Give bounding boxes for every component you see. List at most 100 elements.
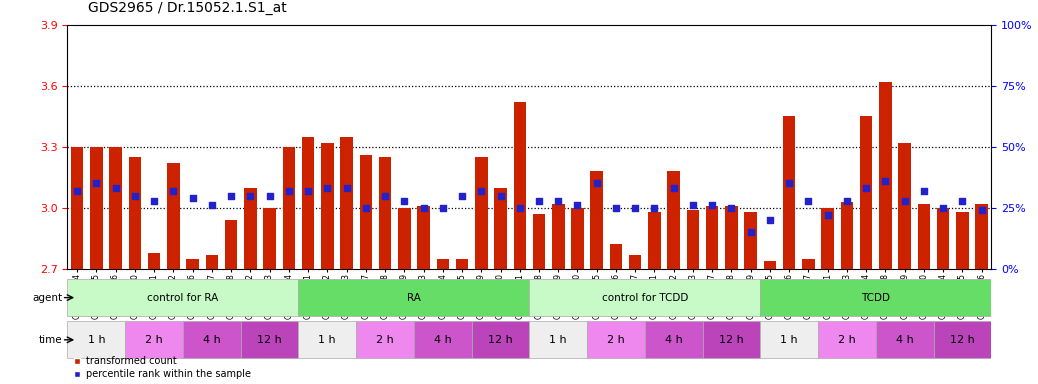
Bar (321, 143, 333, 269)
Bar (687, 210, 700, 269)
Text: agent: agent (32, 293, 62, 303)
Point (145, 197, 162, 204)
Bar (783, 116, 795, 269)
Bar (667, 171, 680, 269)
Point (242, 193, 258, 199)
Bar (588, 321, 645, 358)
Point (300, 188, 317, 194)
Text: 4 h: 4 h (434, 335, 452, 345)
Point (742, 229, 759, 235)
Point (338, 185, 355, 191)
Bar (475, 157, 488, 269)
Bar (126, 321, 183, 358)
Bar (90, 147, 103, 269)
Bar (494, 187, 507, 269)
Point (781, 180, 797, 187)
Bar (645, 321, 703, 358)
Bar (183, 321, 241, 358)
Bar (340, 137, 353, 269)
Bar (744, 212, 757, 269)
Bar (821, 208, 834, 269)
Point (607, 205, 624, 211)
Point (530, 197, 547, 204)
Bar (417, 206, 430, 269)
Bar (629, 255, 641, 269)
Point (589, 180, 605, 187)
Point (473, 188, 490, 194)
Bar (282, 147, 295, 269)
Point (954, 197, 971, 204)
Point (857, 185, 874, 191)
Bar (167, 163, 180, 269)
Bar (532, 214, 545, 269)
Text: 1 h: 1 h (87, 335, 105, 345)
Bar (591, 171, 603, 269)
Point (435, 205, 452, 211)
Text: 12 h: 12 h (950, 335, 975, 345)
Bar (456, 259, 468, 269)
Bar (109, 147, 121, 269)
Bar (147, 253, 160, 269)
Point (897, 197, 913, 204)
Point (395, 197, 412, 204)
Text: 2 h: 2 h (376, 335, 393, 345)
Bar (299, 321, 356, 358)
Bar (918, 204, 930, 269)
Point (512, 205, 528, 211)
Point (839, 197, 855, 204)
Point (319, 185, 335, 191)
Bar (879, 82, 892, 269)
Bar (764, 261, 776, 269)
Text: control for TCDD: control for TCDD (602, 293, 688, 303)
Bar (648, 212, 661, 269)
Bar (514, 102, 526, 269)
Bar (437, 259, 449, 269)
Point (916, 188, 932, 194)
Bar (841, 202, 853, 269)
Text: 2 h: 2 h (145, 335, 163, 345)
Text: 12 h: 12 h (719, 335, 744, 345)
Text: 4 h: 4 h (665, 335, 683, 345)
Bar (529, 321, 588, 358)
Bar (398, 208, 411, 269)
Bar (899, 143, 911, 269)
Point (800, 197, 817, 204)
Text: 4 h: 4 h (896, 335, 913, 345)
Point (647, 205, 663, 211)
Bar (359, 155, 372, 269)
Bar (726, 206, 738, 269)
Point (88, 180, 105, 187)
Point (627, 205, 644, 211)
Bar (225, 220, 238, 269)
Bar (703, 321, 760, 358)
Text: control for RA: control for RA (147, 293, 219, 303)
Text: 1 h: 1 h (319, 335, 336, 345)
Point (723, 205, 740, 211)
Bar (529, 279, 760, 316)
Bar (206, 255, 218, 269)
Point (415, 205, 432, 211)
Text: GDS2965 / Dr.15052.1.S1_at: GDS2965 / Dr.15052.1.S1_at (88, 2, 286, 15)
Point (569, 202, 585, 209)
Text: 2 h: 2 h (838, 335, 855, 345)
Bar (609, 245, 622, 269)
Point (665, 185, 682, 191)
Bar (956, 212, 968, 269)
Point (819, 212, 836, 218)
Bar (818, 321, 876, 358)
Point (492, 193, 509, 199)
Bar (976, 204, 988, 269)
Point (704, 202, 720, 209)
Bar (299, 279, 529, 316)
Bar (67, 279, 299, 316)
Bar (356, 321, 414, 358)
Point (685, 202, 702, 209)
Text: time: time (38, 335, 62, 345)
Text: 2 h: 2 h (607, 335, 625, 345)
Point (69, 188, 85, 194)
Bar (129, 157, 141, 269)
Bar (552, 204, 565, 269)
Point (280, 188, 297, 194)
Bar (571, 208, 583, 269)
Bar (71, 147, 83, 269)
